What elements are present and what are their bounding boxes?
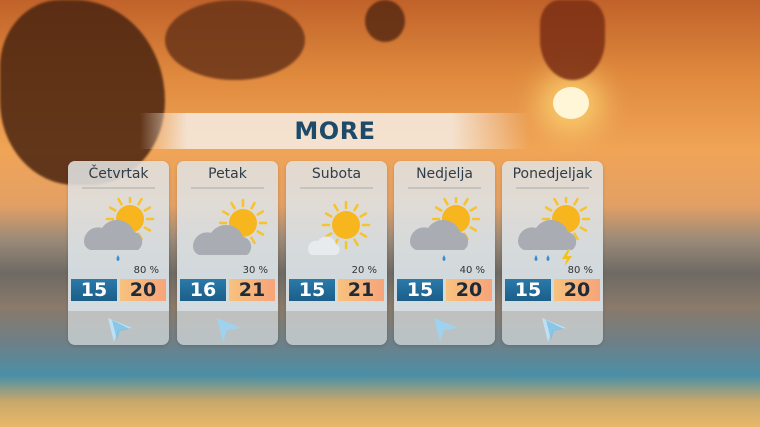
- wind-arrow-strong-icon: [108, 318, 132, 342]
- leaf-decoration: [165, 0, 305, 80]
- min-temp: 15: [505, 279, 551, 301]
- max-temp: 20: [120, 279, 166, 301]
- forecast-card: Petak 30 % 16 21: [177, 161, 278, 345]
- partly-cloudy-icon: [192, 198, 268, 255]
- day-name: Subota: [311, 166, 362, 182]
- forecast-card: Subota 20 % 15 21: [286, 161, 387, 345]
- mostly-sunny-icon: [307, 200, 371, 255]
- min-temp: 15: [397, 279, 443, 301]
- divider: [408, 187, 481, 189]
- rain-chance: 80 %: [133, 265, 159, 276]
- forecast-card: Ponedjeljak 80 % 15 20: [502, 161, 603, 345]
- divider: [300, 187, 373, 189]
- rain-chance: 40 %: [459, 265, 485, 276]
- max-temp: 21: [229, 279, 275, 301]
- min-temp: 15: [289, 279, 335, 301]
- page-title: MORE: [294, 117, 376, 145]
- forecast-card: Nedjelja 40 % 15 20: [394, 161, 495, 345]
- min-temp: 16: [180, 279, 226, 301]
- leaf-decoration: [540, 0, 605, 80]
- rain-chance: 80 %: [567, 265, 593, 276]
- divider: [191, 187, 264, 189]
- leaf-decoration: [0, 0, 165, 185]
- wind-arrow-light-icon: [217, 318, 241, 342]
- divider: [516, 187, 589, 189]
- wind-arrow-strong-icon: [542, 318, 566, 342]
- rain-chance: 30 %: [242, 265, 268, 276]
- day-name: Nedjelja: [416, 166, 473, 182]
- wind-arrow-light-icon: [434, 318, 458, 342]
- partly-cloudy-light-rain-icon: [409, 197, 481, 261]
- forecast-card: Četvrtak 80 % 15 20: [68, 161, 169, 345]
- max-temp: 20: [446, 279, 492, 301]
- day-name: Petak: [208, 166, 247, 182]
- day-name: Ponedjeljak: [512, 166, 593, 182]
- title-bar: MORE: [140, 113, 530, 149]
- max-temp: 20: [554, 279, 600, 301]
- partly-cloudy-thunderstorm-icon: [517, 197, 591, 265]
- none-icon: [320, 314, 354, 342]
- day-name: Četvrtak: [88, 166, 149, 182]
- min-temp: 15: [71, 279, 117, 301]
- divider: [82, 187, 155, 189]
- partly-cloudy-light-rain-icon: [83, 197, 155, 261]
- rain-chance: 20 %: [351, 265, 377, 276]
- sun-background: [553, 87, 589, 119]
- leaf-decoration: [365, 0, 405, 42]
- max-temp: 21: [338, 279, 384, 301]
